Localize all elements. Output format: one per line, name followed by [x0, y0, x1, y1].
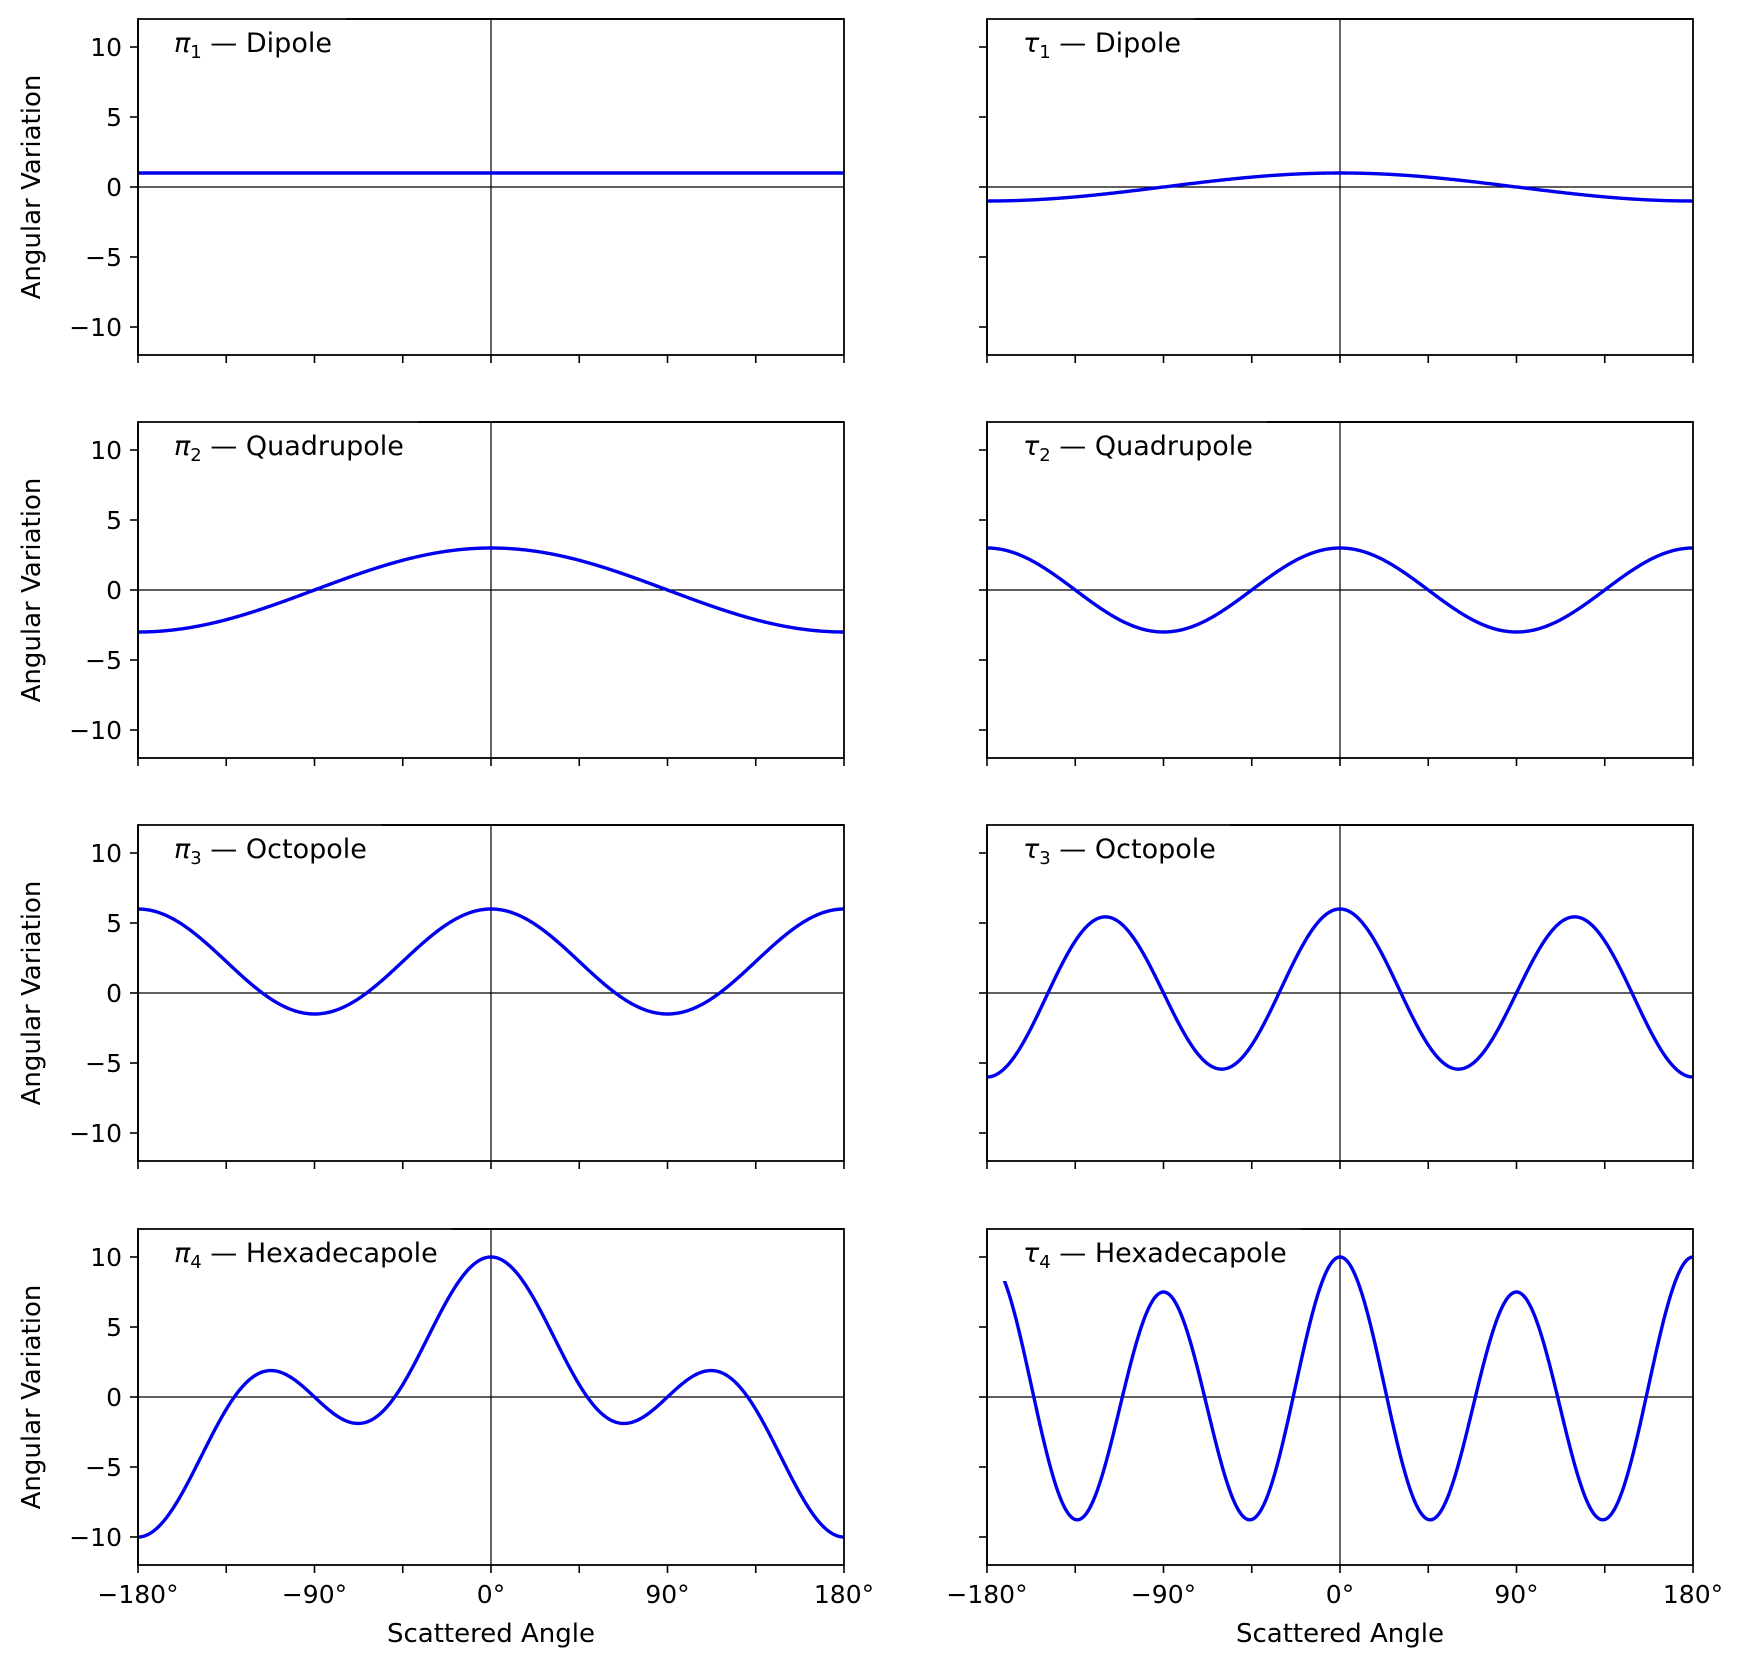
panel-label-subscript: 1: [190, 42, 201, 63]
y-tick-label: 10: [90, 436, 122, 465]
panel-label-symbol: π: [174, 431, 191, 462]
panel-label-background: [139, 16, 346, 71]
panel-label-text: — Hexadecapole: [202, 1238, 438, 1269]
panel-label-symbol: τ: [1023, 1238, 1040, 1269]
x-tick-label: 0°: [1326, 1580, 1354, 1609]
y-tick-label: 5: [106, 909, 122, 938]
panel-label-text: — Octopole: [202, 834, 367, 865]
y-tick-label: 5: [106, 103, 122, 132]
panel-label-background: [139, 1226, 452, 1281]
panel-label: τ3 — Octopole: [1023, 834, 1216, 869]
panel-pi-3: −10 −5 0 5 10 π3 — Octopole Angular Variation: [17, 822, 845, 1169]
series-line: [986, 546, 1694, 634]
panel-label-background: [988, 419, 1267, 474]
panel-label-symbol: π: [174, 834, 191, 865]
panel-label: π1 — Dipole: [174, 28, 332, 63]
y-tick-label: 5: [106, 506, 122, 535]
y-tick-label: 0: [106, 1383, 122, 1412]
y-tick-label: −5: [85, 1049, 122, 1078]
y-axis-label: Angular Variation: [17, 478, 47, 703]
panel-label-symbol: τ: [1023, 431, 1040, 462]
series-line: [137, 907, 845, 1016]
panel-label-subscript: 4: [1039, 1252, 1050, 1273]
panel-tau-4: −180° −90° 0° 90° 180° τ4 — Hexadecapole Scatt…: [946, 1226, 1723, 1649]
panel-label-background: [988, 1226, 1301, 1281]
y-tick-label: 0: [106, 173, 122, 202]
panel-label-subscript: 3: [1039, 848, 1050, 869]
panel-label-subscript: 3: [190, 848, 201, 869]
x-tick-label: 180°: [814, 1580, 874, 1609]
y-tick-label: −5: [85, 646, 122, 675]
panel-tau-2: τ2 — Quadrupole: [979, 419, 1694, 766]
panel-label-subscript: 4: [190, 1252, 201, 1273]
y-axis-label: Angular Variation: [17, 881, 47, 1106]
panel-label-symbol: π: [174, 1238, 191, 1269]
y-tick-label: −10: [69, 313, 122, 342]
y-tick-label: 5: [106, 1313, 122, 1342]
y-tick-label: 10: [90, 33, 122, 62]
y-tick-label: −5: [85, 243, 122, 272]
y-tick-label: −10: [69, 1523, 122, 1552]
panel-label-background: [988, 822, 1230, 877]
y-tick-label: −10: [69, 716, 122, 745]
panel-label-background: [988, 16, 1195, 71]
panel-label-background: [139, 822, 381, 877]
x-tick-label: −180°: [97, 1580, 178, 1609]
x-axis-label: Scattered Angle: [387, 1619, 595, 1649]
panel-tau-3: τ3 — Octopole: [979, 822, 1694, 1169]
y-tick-label: −5: [85, 1453, 122, 1482]
x-tick-label: 180°: [1663, 1580, 1723, 1609]
x-tick-label: −90°: [282, 1580, 347, 1609]
panel-label-text: — Dipole: [202, 28, 332, 59]
panel-label-symbol: τ: [1023, 28, 1040, 59]
panel-label-symbol: τ: [1023, 834, 1040, 865]
y-tick-label: 10: [90, 839, 122, 868]
panel-label: τ2 — Quadrupole: [1023, 431, 1253, 466]
x-tick-label: 90°: [1494, 1580, 1538, 1609]
panel-label-subscript: 2: [190, 445, 201, 466]
panel-pi-2: −10 −5 0 5 10 π2 — Quadrupole Angular Variatio…: [17, 419, 845, 766]
y-tick-label: 10: [90, 1243, 122, 1272]
series-line: [986, 1255, 1694, 1522]
panel-pi-1: −10 −5 0 5 10 π1 — Dipole Angular Variation: [17, 16, 845, 363]
series-line: [986, 907, 1694, 1079]
series-line: [986, 171, 1694, 203]
x-tick-label: 0°: [477, 1580, 505, 1609]
series-line: [137, 1255, 845, 1539]
y-axis-label: Angular Variation: [17, 1285, 47, 1510]
x-tick-label: −180°: [946, 1580, 1027, 1609]
panel-label-text: — Hexadecapole: [1051, 1238, 1287, 1269]
x-tick-label: −90°: [1131, 1580, 1196, 1609]
panel-tau-1: τ1 — Dipole: [979, 16, 1694, 363]
y-tick-label: 0: [106, 576, 122, 605]
panel-label-background: [139, 419, 418, 474]
x-axis-label: Scattered Angle: [1236, 1619, 1444, 1649]
y-axis-label: Angular Variation: [17, 75, 47, 300]
panel-label-text: — Dipole: [1051, 28, 1181, 59]
panel-label-symbol: π: [174, 28, 191, 59]
panel-label: τ1 — Dipole: [1023, 28, 1181, 63]
y-tick-label: −10: [69, 1119, 122, 1148]
x-tick-label: 90°: [645, 1580, 689, 1609]
panel-label: τ4 — Hexadecapole: [1023, 1238, 1287, 1273]
panel-label: π2 — Quadrupole: [174, 431, 404, 466]
panel-label-subscript: 1: [1039, 42, 1050, 63]
panel-label-subscript: 2: [1039, 445, 1050, 466]
panel-label: π3 — Octopole: [174, 834, 367, 869]
y-tick-label: 0: [106, 979, 122, 1008]
panel-label-text: — Quadrupole: [1051, 431, 1253, 462]
panel-label: π4 — Hexadecapole: [174, 1238, 438, 1273]
series-line: [137, 546, 845, 634]
panel-label-text: — Octopole: [1051, 834, 1216, 865]
panel-pi-4: −10 −5 0 5 10 −180° −90° 0° 90° 180° π4 — Hexadeca…: [17, 1226, 874, 1649]
panel-label-text: — Quadrupole: [202, 431, 404, 462]
